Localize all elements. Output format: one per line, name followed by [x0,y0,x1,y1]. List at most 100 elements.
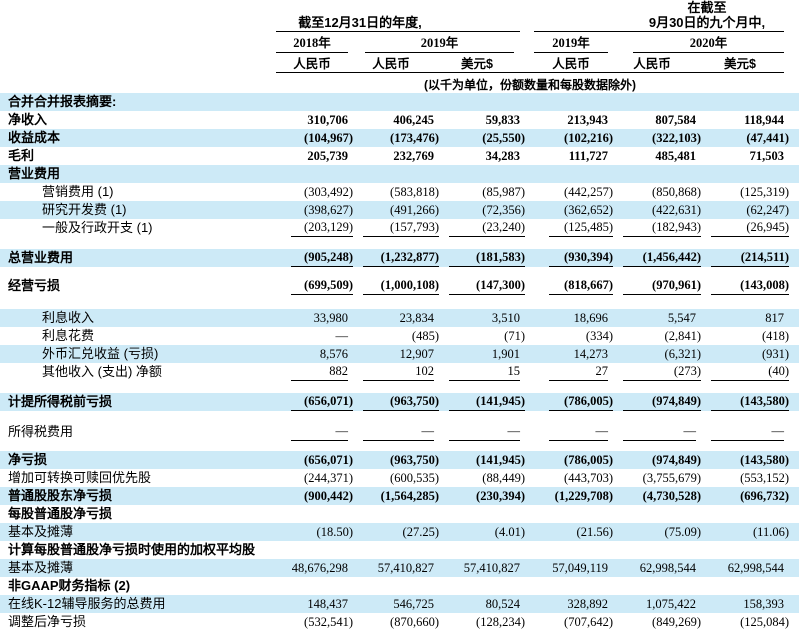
cell-value [348,165,434,183]
cell-value: (40) [696,363,790,381]
column-gap [520,577,534,595]
cell-value: (173,476) [390,131,439,145]
column-gap [520,32,534,54]
row-label: 计算每股普通股净亏损时使用的加权平均股 [8,542,256,557]
cell-value: (244,371) [304,471,353,485]
cell-value: (418) [761,329,790,343]
table-row: 调整后净亏损 (532,541) (870,660) (128,234) (707,64… [0,613,799,631]
cell-value: (786,005) [534,393,613,411]
cell-value: (931) [761,347,790,361]
cell-value [348,505,434,523]
cell-value: (707,642) [564,615,613,629]
cell-value [608,505,696,523]
cell-value: (3,755,679) [642,471,701,485]
row-end-pad [784,111,799,129]
cell-value: 15 [434,363,520,381]
cell-value: (656,071) [276,393,353,411]
row-label: 在线K-12辅导服务的总费用 [8,596,166,611]
period-group-nine-months: 在截至 9月30日的九个月中, [534,0,785,32]
row-label: 所得税费用 [8,424,74,439]
cell-value [434,505,520,523]
cell-value: (125,084) [740,615,790,629]
spacer-row [0,381,799,393]
cell-value: (181,583) [434,249,525,267]
table-body: 合并合并报表摘要: 净收入 310,706 406,245 59,833 213,943 8… [0,93,799,631]
cell-value [696,541,784,559]
row-label: 基本及摊薄 [8,560,74,575]
row-label: 收益成本 [8,130,61,145]
cell-value: (71) [504,329,525,343]
cell-value: (974,849) [652,453,701,467]
cell-value: (85,987) [482,185,525,199]
cell-value: (182,943) [608,219,701,237]
header-currency-row: 人民币 人民币 美元$ 人民币 人民币 美元$ [0,53,799,73]
cell-value: (104,967) [304,131,353,145]
cell-value: 33,980 [313,311,348,325]
column-gap [520,345,534,363]
row-label: 调整后净亏损 [8,614,87,629]
cell-value: 118,944 [744,113,785,127]
cell-value: 8,576 [319,347,348,361]
row-end-pad [784,147,799,165]
cell-value [276,505,348,523]
currency-usd: 美元$ [434,53,520,73]
header-end-pad [784,0,799,32]
cell-value [534,577,608,595]
cell-value: (1,229,708) [554,489,613,503]
cell-value: (1,000,108) [348,277,439,295]
cell-value: 102 [348,363,434,381]
cell-value: (4.01) [494,525,525,539]
header-empty-cell [0,0,276,32]
table-row: 营销费用 (1) (303,492) (583,818) (85,987) (442,2… [0,183,799,201]
row-end-pad [784,595,799,613]
cell-value: 48,676,298 [291,561,348,575]
cell-value: (18.50) [316,525,353,539]
table-row: 收益成本 (104,967) (173,476) (25,550) (102,216) (… [0,129,799,147]
cell-value: (970,961) [608,277,701,295]
cell-value [696,505,784,523]
row-label: 净收入 [8,112,48,127]
cell-value: 310,706 [307,113,348,127]
cell-value: 158,393 [743,597,785,611]
cell-value: 80,524 [485,597,520,611]
row-end-pad [784,165,799,183]
cell-value: (656,071) [304,453,353,467]
table-row: 计提所得税前亏损 (656,071) (963,750) (141,945) (786,… [0,393,799,411]
cell-value: (125,485) [534,219,613,237]
header-end-pad [784,73,799,94]
cell-value: (88,449) [482,471,525,485]
cell-value: — [534,423,608,441]
row-label: 每股普通股净亏损 [8,506,113,521]
cell-value: (102,216) [564,131,613,145]
section-row: 非GAAP财务指标 (2) [0,577,799,595]
units-note: (以千为单位，份额数量和每股数据除外) [424,78,636,92]
cell-value: (273) [608,363,701,381]
cell-value: 62,998,544 [639,561,696,575]
cell-value: (147,300) [434,277,525,295]
column-gap [520,53,534,73]
cell-value: (303,492) [304,185,353,199]
cell-value: 12,907 [399,347,434,361]
cell-value: (850,868) [652,185,701,199]
header-units-row: (以千为单位，份额数量和每股数据除外) [0,73,799,94]
cell-value: (23,240) [434,219,525,237]
section-row: 营业费用 [0,165,799,183]
cell-value [696,93,784,111]
cell-value: (6,321) [664,347,701,361]
row-label: 基本及摊薄 [8,524,74,539]
row-label: 经营亏损 [8,278,61,293]
year-2018: 2018年 [276,32,348,53]
cell-value: 14,273 [573,347,608,361]
cell-value: (334) [585,329,613,343]
row-end-pad [784,423,799,441]
cell-value [608,541,696,559]
column-gap [520,541,534,559]
cell-value [276,577,348,595]
cell-value: (398,627) [304,203,353,217]
row-label: 计提所得税前亏损 [8,394,113,409]
table-row: 一般及行政开支 (1) (203,129) (157,793) (23,240) (12… [0,219,799,237]
cell-value: (870,660) [390,615,439,629]
cell-value [276,93,348,111]
